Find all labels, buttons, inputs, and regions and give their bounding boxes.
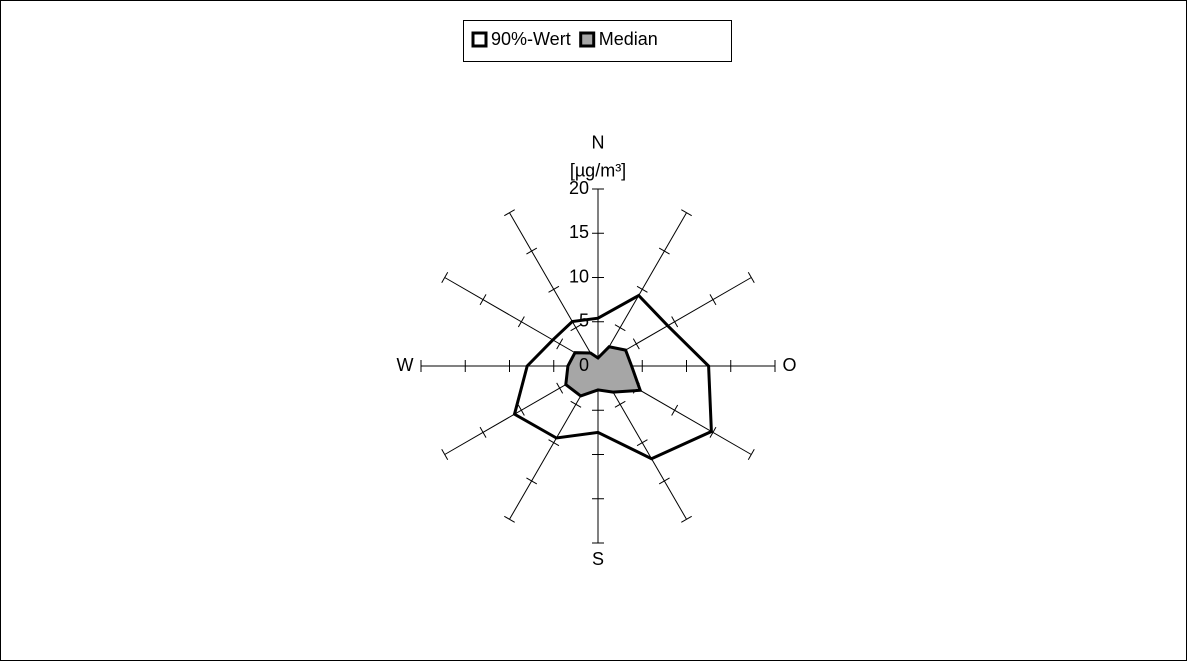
tick-mark [614, 324, 626, 332]
tick-mark [548, 285, 560, 293]
tick-mark [614, 400, 626, 408]
category-label: O [782, 355, 796, 375]
category-label: S [592, 549, 604, 569]
legend: 90%-Wert Median [471, 29, 658, 49]
legend-box [463, 20, 732, 62]
tick-mark [658, 477, 670, 485]
tick-mark [636, 285, 648, 293]
category-label: N [592, 132, 605, 152]
y-tick-label: 10 [569, 266, 589, 286]
tick-mark [526, 477, 538, 485]
category-label: W [397, 355, 414, 375]
y-tick-label: 15 [569, 222, 589, 242]
y-tick-label: 5 [579, 311, 589, 331]
tick-mark [681, 209, 692, 217]
tick-mark [671, 316, 679, 328]
tick-mark [479, 426, 487, 438]
legend-swatch [471, 31, 488, 48]
tick-mark [570, 400, 582, 408]
tick-mark [441, 449, 449, 460]
tick-mark [570, 324, 582, 332]
legend-label: Median [599, 29, 658, 49]
tick-mark [556, 338, 564, 350]
legend-label: 90%-Wert [491, 29, 571, 49]
tick-mark [632, 338, 640, 350]
tick-mark [441, 272, 449, 283]
tick-mark [681, 515, 692, 523]
tick-mark [504, 515, 515, 523]
tick-mark [517, 404, 525, 416]
y-tick-label: 20 [569, 178, 589, 198]
axis-label: [µg/m³] [570, 160, 626, 180]
series-area [564, 345, 643, 398]
tick-mark [517, 316, 525, 328]
series-area [512, 293, 713, 461]
tick-mark [709, 426, 717, 438]
tick-mark [504, 209, 515, 217]
tick-mark [671, 404, 679, 416]
tick-mark [709, 294, 717, 306]
tick-mark [556, 382, 564, 394]
legend-swatch [579, 31, 596, 48]
tick-mark [479, 294, 487, 306]
y-tick-label: 0 [579, 355, 589, 375]
tick-mark [658, 247, 670, 255]
tick-mark [747, 449, 755, 460]
label-layer: 0 5 10 15 20 N [µg/m³] O S W [397, 132, 797, 569]
tick-mark [747, 272, 755, 283]
tick-mark [526, 247, 538, 255]
tick-mark [548, 439, 560, 447]
tick-mark [636, 439, 648, 447]
series-layer [512, 293, 713, 461]
